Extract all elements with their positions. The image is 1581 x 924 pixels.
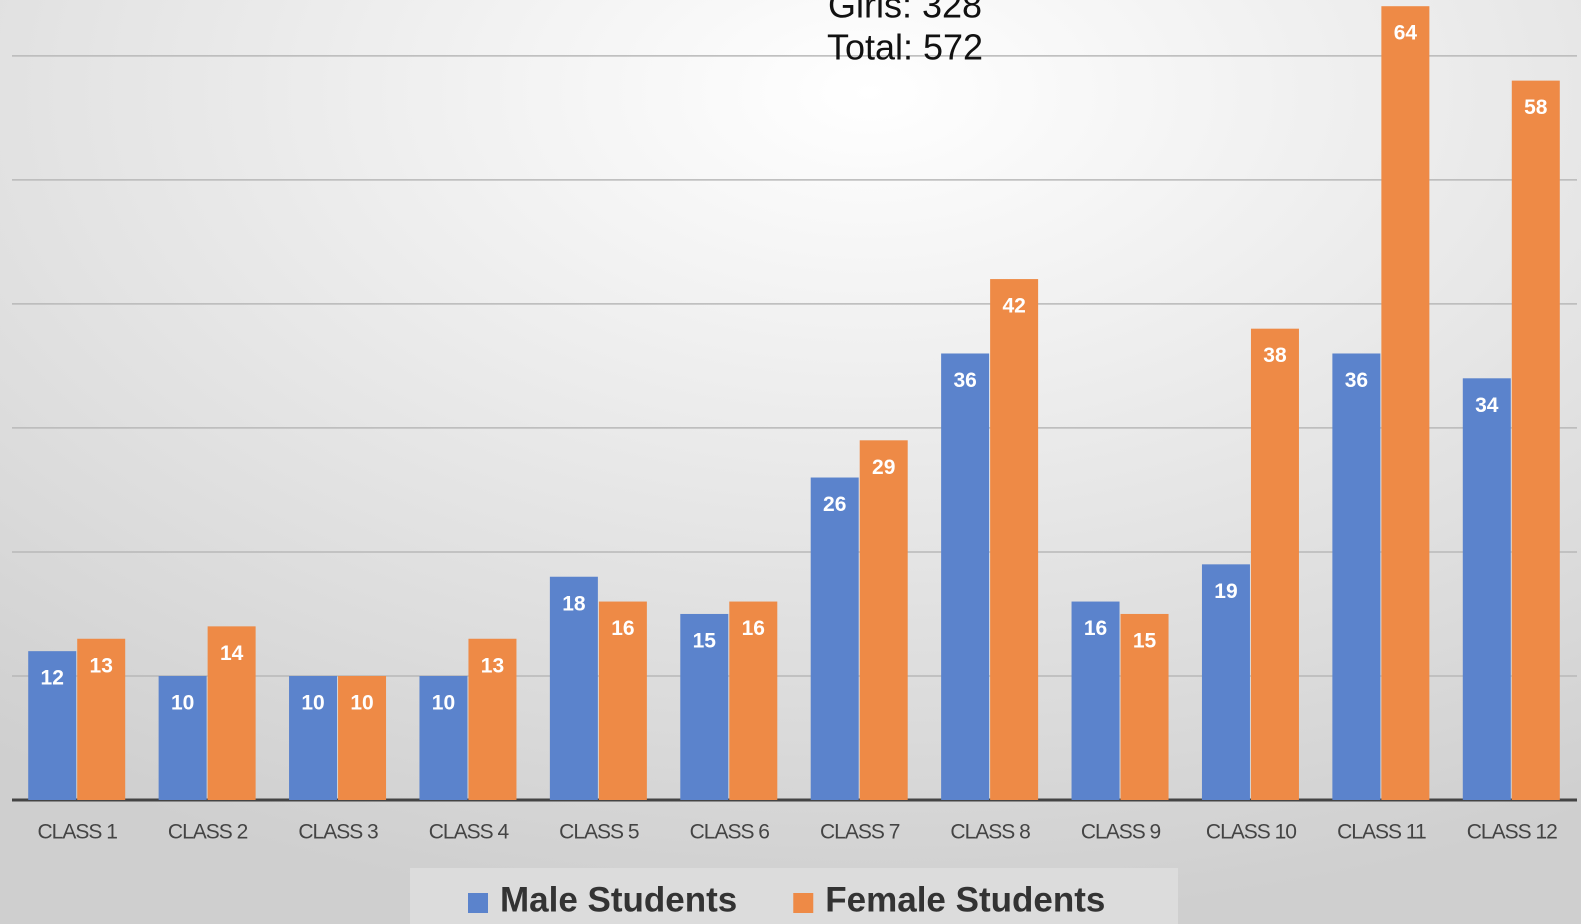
data-label: 16 — [611, 617, 634, 640]
x-tick-label: CLASS 8 — [950, 821, 1030, 844]
bar — [680, 613, 729, 800]
data-label: 42 — [1002, 295, 1025, 318]
bar — [1511, 80, 1560, 800]
data-label: 36 — [1345, 369, 1368, 392]
data-label: 15 — [1133, 630, 1157, 653]
x-tick-label: CLASS 4 — [429, 821, 510, 844]
bar — [1462, 378, 1511, 800]
bar — [289, 675, 338, 800]
bar — [468, 638, 517, 800]
data-label: 12 — [41, 667, 64, 690]
bar — [1120, 613, 1169, 800]
data-label: 10 — [350, 692, 373, 715]
x-tick-label: CLASS 11 — [1337, 821, 1426, 844]
data-label: 10 — [432, 692, 455, 715]
bar — [1201, 564, 1250, 800]
data-label: 14 — [220, 642, 244, 665]
data-label: 13 — [481, 654, 504, 677]
x-tick-label: CLASS 7 — [820, 821, 900, 844]
bar — [419, 675, 468, 800]
bar — [990, 279, 1039, 800]
bar — [729, 601, 778, 800]
data-label: 26 — [823, 493, 846, 516]
x-tick-label: CLASS 2 — [168, 821, 248, 844]
bar — [598, 601, 647, 800]
bar — [1332, 353, 1381, 800]
x-tick-label: CLASS 9 — [1081, 821, 1161, 844]
data-label: 36 — [953, 369, 976, 392]
legend-swatch — [793, 893, 814, 913]
chart-title: Girls: 328 — [828, 0, 982, 26]
data-label: 15 — [693, 630, 717, 653]
bar — [338, 675, 387, 800]
bar — [1071, 601, 1120, 800]
x-tick-label: CLASS 10 — [1206, 821, 1296, 844]
bar — [207, 626, 256, 800]
data-label: 58 — [1524, 96, 1548, 119]
data-label: 10 — [171, 692, 194, 715]
bar — [158, 675, 207, 800]
x-tick-label: CLASS 6 — [690, 821, 770, 844]
legend-label: Male Students — [500, 880, 737, 919]
x-tick-label: CLASS 3 — [298, 821, 378, 844]
data-label: 16 — [742, 617, 765, 640]
data-label: 10 — [301, 692, 324, 715]
bar — [859, 440, 908, 800]
bar — [1250, 328, 1299, 800]
chart-title: Total: 572 — [827, 27, 983, 68]
x-tick-label: CLASS 1 — [38, 821, 118, 844]
legend-label: Female Students — [825, 880, 1105, 919]
legend-swatch — [468, 893, 488, 913]
x-tick-label: CLASS 12 — [1467, 821, 1557, 844]
bar — [549, 576, 598, 800]
bar — [77, 638, 126, 800]
bar — [1381, 6, 1430, 801]
data-label: 18 — [562, 592, 586, 615]
bar — [28, 651, 77, 800]
data-label: 29 — [872, 456, 895, 479]
data-label: 64 — [1394, 22, 1418, 45]
bar — [810, 477, 859, 800]
bar — [941, 353, 990, 800]
x-tick-label: CLASS 5 — [559, 821, 639, 844]
data-label: 34 — [1475, 394, 1499, 417]
data-label: 13 — [90, 654, 113, 677]
data-label: 16 — [1084, 617, 1107, 640]
data-label: 19 — [1214, 580, 1237, 603]
data-label: 38 — [1263, 344, 1287, 367]
